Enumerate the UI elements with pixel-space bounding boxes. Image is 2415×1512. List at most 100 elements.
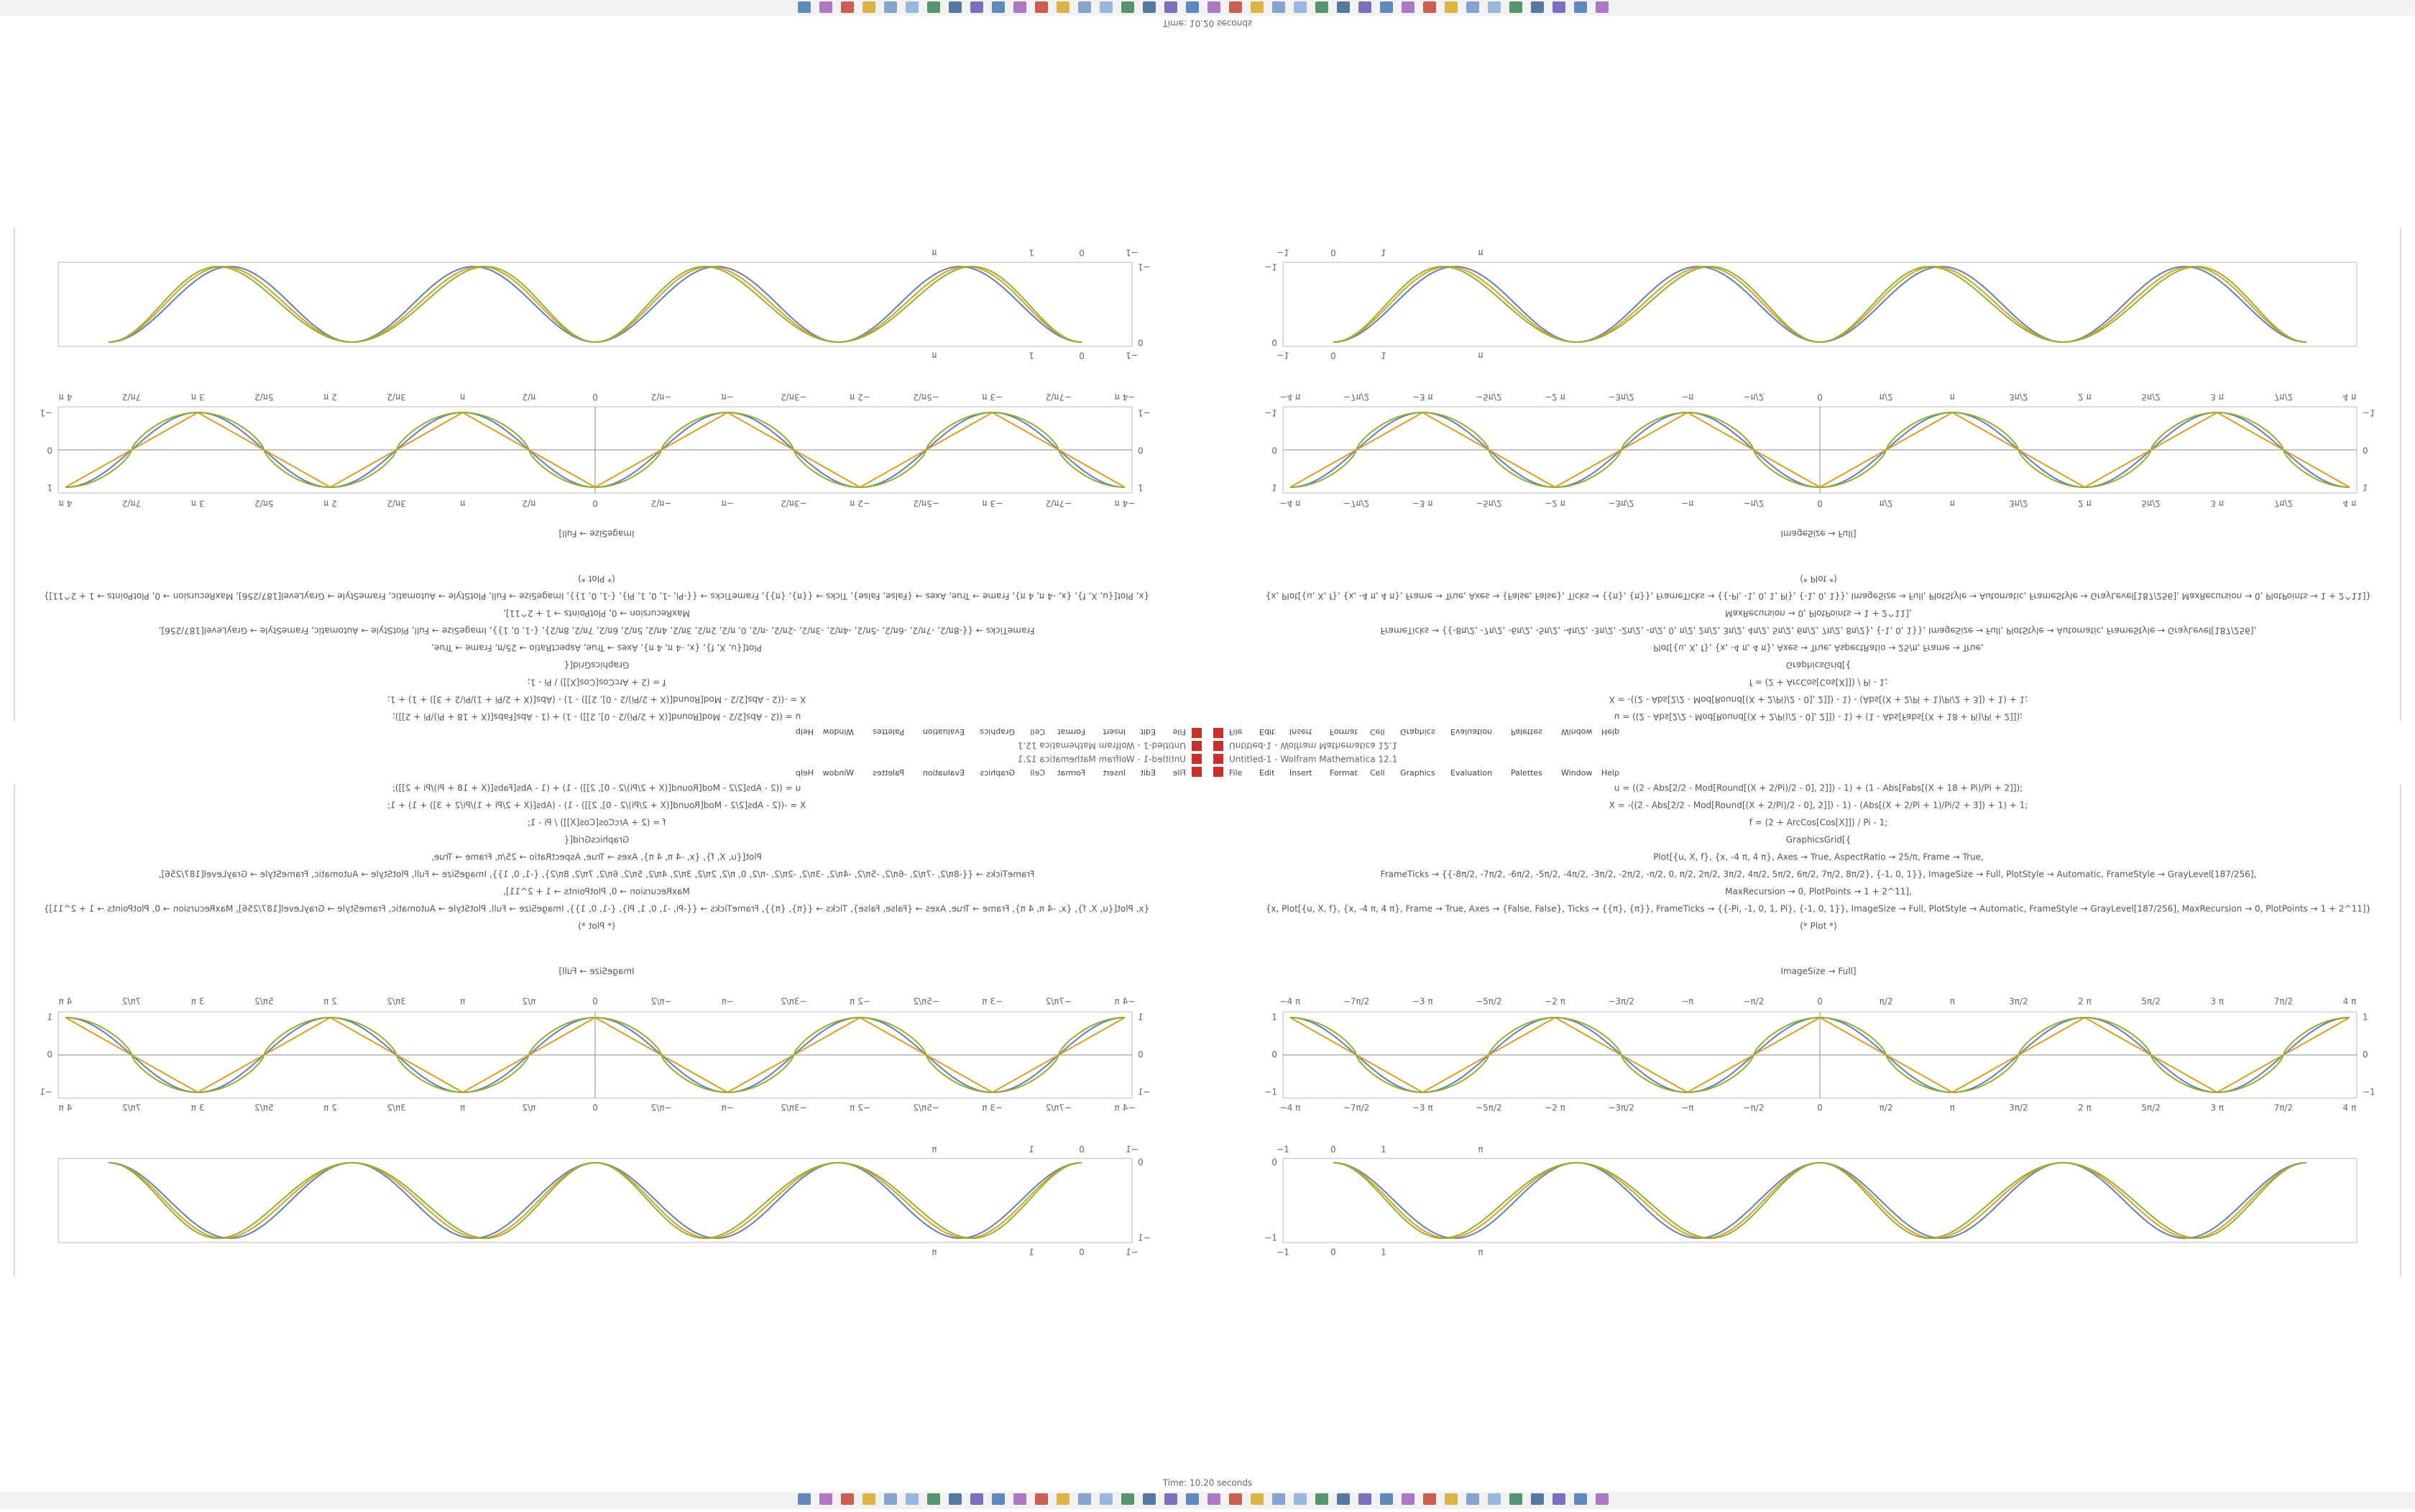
taskbar-icon[interactable] (1294, 1, 1307, 13)
taskbar-icon[interactable] (1121, 1, 1134, 13)
taskbar-icon[interactable] (1552, 1493, 1565, 1505)
taskbar-icon[interactable] (992, 1, 1005, 13)
taskbar-icon[interactable] (1337, 1, 1350, 13)
taskbar-icon[interactable] (1057, 1, 1070, 13)
taskbar-icon[interactable] (1143, 1, 1156, 13)
menu-item[interactable]: Evaluation (923, 727, 965, 737)
menu-item[interactable]: Cell (1370, 768, 1385, 778)
taskbar-icon[interactable] (1272, 1493, 1285, 1505)
taskbar-icon[interactable] (1315, 1, 1328, 13)
menu-item[interactable]: Insert (1103, 727, 1126, 737)
close-icon[interactable] (1213, 754, 1223, 764)
menu-item[interactable]: File (1229, 727, 1243, 737)
menu-item[interactable]: Help (796, 727, 814, 737)
taskbar-icon[interactable] (1100, 1493, 1113, 1505)
menu-item[interactable]: Graphics (1400, 727, 1435, 737)
taskbar-icon[interactable] (992, 1493, 1005, 1505)
taskbar-icon[interactable] (1229, 1, 1242, 13)
menu-item[interactable]: Window (1561, 727, 1592, 737)
menu-item[interactable]: Edit (1140, 727, 1156, 737)
menu-item[interactable]: Edit (1259, 727, 1275, 737)
taskbar-icon[interactable] (1358, 1493, 1371, 1505)
taskbar-icon[interactable] (798, 1, 811, 13)
taskbar-icon[interactable] (1445, 1493, 1458, 1505)
taskbar-icon[interactable] (1337, 1493, 1350, 1505)
taskbar-icon[interactable] (1574, 1, 1587, 13)
taskbar-icon[interactable] (906, 1, 919, 13)
taskbar-icon[interactable] (1143, 1493, 1156, 1505)
menu-item[interactable]: Cell (1030, 727, 1045, 737)
taskbar-icon[interactable] (1596, 1, 1609, 13)
taskbar-icon[interactable] (949, 1, 962, 13)
taskbar-icon[interactable] (862, 1, 875, 13)
menu-item[interactable]: Graphics (1400, 768, 1435, 778)
menu-item[interactable]: Cell (1370, 727, 1385, 737)
menu-item[interactable]: Insert (1289, 768, 1312, 778)
taskbar-icon[interactable] (1121, 1493, 1134, 1505)
taskbar-icon[interactable] (1035, 1493, 1048, 1505)
taskbar-icon[interactable] (1208, 1, 1220, 13)
taskbar-icon[interactable] (1100, 1, 1113, 13)
taskbar-icon[interactable] (819, 1493, 832, 1505)
menu-item[interactable]: Palettes (1511, 727, 1542, 737)
taskbar-icon[interactable] (1272, 1, 1285, 13)
taskbar-icon[interactable] (1596, 1493, 1609, 1505)
taskbar-icon[interactable] (1466, 1493, 1479, 1505)
taskbar-icon[interactable] (1402, 1493, 1414, 1505)
menu-item[interactable]: Cell (1030, 768, 1045, 778)
menu-item[interactable]: Palettes (873, 727, 904, 737)
menu-item[interactable]: Evaluation (1450, 768, 1492, 778)
menu-item[interactable]: File (1172, 727, 1186, 737)
menu-item[interactable]: Format (1330, 768, 1358, 778)
taskbar-icon[interactable] (1423, 1493, 1436, 1505)
menu-item[interactable]: Insert (1103, 768, 1126, 778)
taskbar-icon[interactable] (970, 1, 983, 13)
taskbar-icon[interactable] (1552, 1, 1565, 13)
taskbar-icon[interactable] (1509, 1493, 1522, 1505)
taskbar-icon[interactable] (1402, 1, 1414, 13)
taskbar-icon[interactable] (1164, 1493, 1177, 1505)
menu-item[interactable]: Help (1601, 768, 1619, 778)
taskbar-icon[interactable] (819, 1, 832, 13)
menu-item[interactable]: Help (1601, 727, 1619, 737)
close-icon[interactable] (1213, 728, 1223, 738)
close-icon[interactable] (1192, 728, 1202, 738)
taskbar-icon[interactable] (1380, 1, 1393, 13)
taskbar-icon[interactable] (1078, 1, 1091, 13)
menu-item[interactable]: Edit (1140, 768, 1156, 778)
taskbar-icon[interactable] (949, 1493, 962, 1505)
taskbar-icon[interactable] (1488, 1, 1501, 13)
menu-item[interactable]: Graphics (980, 727, 1015, 737)
taskbar-icon[interactable] (841, 1, 854, 13)
taskbar-icon[interactable] (1035, 1, 1048, 13)
close-icon[interactable] (1192, 741, 1202, 751)
taskbar-icon[interactable] (1423, 1, 1436, 13)
menu-item[interactable]: Insert (1289, 727, 1312, 737)
taskbar-icon[interactable] (1078, 1493, 1091, 1505)
close-icon[interactable] (1192, 754, 1202, 764)
menu-item[interactable]: Format (1330, 727, 1358, 737)
taskbar-icon[interactable] (1531, 1, 1544, 13)
taskbar-icon[interactable] (970, 1493, 983, 1505)
menu-item[interactable]: Window (823, 727, 854, 737)
taskbar-icon[interactable] (862, 1493, 875, 1505)
taskbar-icon[interactable] (841, 1493, 854, 1505)
taskbar-icon[interactable] (1294, 1493, 1307, 1505)
close-icon[interactable] (1213, 741, 1223, 751)
menu-item[interactable]: Evaluation (923, 768, 965, 778)
taskbar-icon[interactable] (884, 1493, 897, 1505)
menu-item[interactable]: File (1229, 768, 1243, 778)
taskbar-icon[interactable] (1229, 1493, 1242, 1505)
menu-item[interactable]: Format (1057, 768, 1085, 778)
taskbar-icon[interactable] (1013, 1493, 1026, 1505)
taskbar-icon[interactable] (1164, 1, 1177, 13)
taskbar-icon[interactable] (927, 1493, 940, 1505)
taskbar-icon[interactable] (1509, 1, 1522, 13)
menu-item[interactable]: Graphics (980, 768, 1015, 778)
taskbar-icon[interactable] (1013, 1, 1026, 13)
taskbar-icon[interactable] (1057, 1493, 1070, 1505)
taskbar-icon[interactable] (1531, 1493, 1544, 1505)
menu-item[interactable]: Help (796, 768, 814, 778)
taskbar-icon[interactable] (1251, 1, 1264, 13)
menu-item[interactable]: Palettes (1511, 768, 1542, 778)
